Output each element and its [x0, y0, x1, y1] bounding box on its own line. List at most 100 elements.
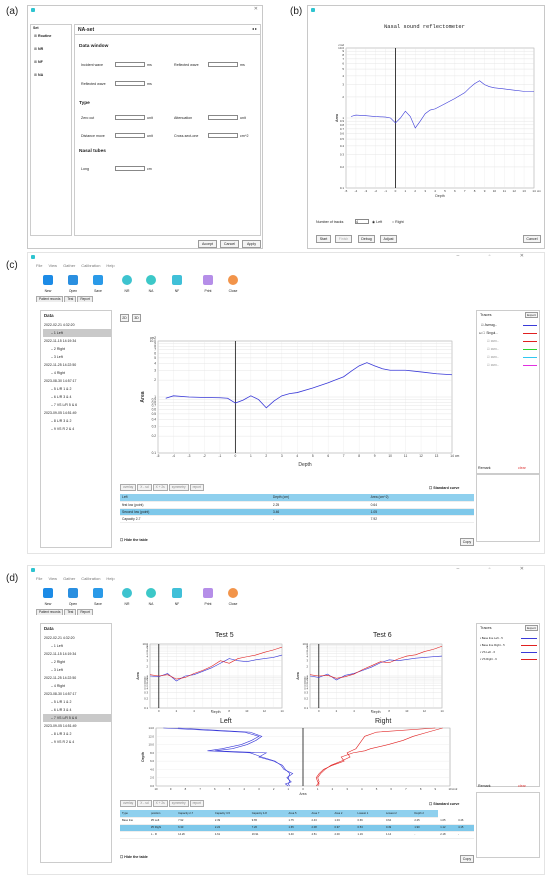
menu-file[interactable]: File — [36, 576, 43, 581]
symmetry-button[interactable]: symmetry — [168, 484, 189, 491]
tree-item[interactable]: – 4 Right — [51, 684, 66, 688]
hide-table-checkbox[interactable]: ☐ Hide the table — [120, 855, 148, 859]
menu-calibration[interactable]: Calibration — [81, 263, 101, 268]
accept-button[interactable]: Accept — [198, 240, 217, 248]
tree-item[interactable]: – 7 VS L/R 5 & 6 — [43, 714, 111, 722]
menu-calibration[interactable]: Calibration — [81, 576, 101, 581]
tree-item[interactable]: – 5 L/R 1 & 2 — [51, 700, 72, 704]
zero-cut-input[interactable] — [115, 115, 145, 120]
save-icon[interactable] — [93, 275, 103, 285]
tree-item[interactable]: 2022-11-25 14:22:50 — [44, 363, 77, 367]
tree-item[interactable]: 2023-09-05 14:51:49 — [44, 724, 77, 728]
tree-item[interactable]: – 9 VS R 2 & 4 — [51, 427, 75, 431]
close-icon[interactable]: ✕ — [253, 6, 258, 12]
copy-button[interactable]: Copy — [460, 538, 474, 546]
open-icon[interactable] — [68, 588, 78, 598]
menu-help[interactable]: Help — [106, 263, 115, 268]
minus-sd-button[interactable]: X - sd — [137, 800, 152, 807]
nf-icon[interactable] — [172, 275, 182, 285]
distance-move-input[interactable] — [115, 133, 145, 138]
reflected-wave-input-2[interactable] — [115, 81, 145, 86]
copy-button[interactable]: Copy — [460, 855, 474, 863]
finish-button[interactable]: Finish — [335, 235, 352, 243]
menu-gather[interactable]: Gather — [63, 263, 76, 268]
sidebar-item-na[interactable]: ⊞ NA — [34, 73, 44, 77]
remark-textarea[interactable] — [476, 474, 540, 542]
report-button[interactable]: report — [189, 800, 204, 807]
menu-view[interactable]: View — [48, 263, 58, 268]
report-button[interactable]: report — [189, 484, 204, 491]
table-row[interactable]: Capacity 2-7-7.92 — [120, 515, 474, 523]
print-icon[interactable] — [203, 275, 213, 285]
tree-item[interactable]: 2023-09-05 14:51:49 — [44, 411, 77, 415]
na-icon[interactable] — [146, 275, 156, 285]
tree-item[interactable]: 2022-02-21 4:32:20 — [44, 323, 75, 327]
tree-item[interactable]: – 7 VS L/R 5 & 6 — [51, 403, 78, 407]
print-icon[interactable] — [203, 588, 213, 598]
adjust-button[interactable]: Adjust — [380, 235, 397, 243]
window-controls[interactable]: – ▫ ✕ — [456, 253, 538, 259]
tree-item[interactable]: 2022-11-15 14:19:34 — [44, 339, 77, 343]
table-row[interactable]: #5 Right 6.33 2.22 7.26 1.65 2.08 0.97 0.53 0.49… — [120, 824, 474, 832]
close-app-icon[interactable] — [228, 275, 238, 285]
remark-textarea[interactable] — [476, 792, 540, 858]
tab-test[interactable]: Test — [64, 296, 77, 302]
menu-help[interactable]: Help — [106, 576, 115, 581]
tab-patient-records[interactable]: Patient records — [36, 296, 64, 302]
table-row[interactable]: Second low (point) 3.46 1.05 — [120, 508, 474, 516]
export-button[interactable]: Export — [525, 625, 538, 631]
symmetry-button[interactable]: symmetry — [168, 800, 189, 807]
plus-2s-button[interactable]: X + 2s — [152, 800, 168, 807]
tree-item[interactable]: – 2 Right — [51, 660, 66, 664]
sidebar-item-nr[interactable]: ⊞ NR — [34, 47, 44, 51]
tree-item[interactable]: – 1 Left — [43, 329, 111, 337]
plus-2s-button[interactable]: X + 2s — [152, 484, 168, 491]
menu-file[interactable]: File — [36, 263, 43, 268]
long-input[interactable] — [115, 166, 145, 171]
tree-item[interactable]: 2022-11-25 14:22:50 — [44, 676, 77, 680]
tree-item[interactable]: – 4 Right — [51, 371, 66, 375]
trace-item[interactable]: ☑ Averag... — [481, 323, 498, 327]
incident-wave-input[interactable] — [115, 62, 145, 67]
standard-curve-checkbox[interactable]: ☐ Standard curve — [429, 486, 460, 490]
export-button[interactable]: Export — [525, 312, 538, 318]
tab-patient-records[interactable]: Patient records — [36, 609, 64, 615]
sidebar-item-routine[interactable]: ⊞ Routine — [34, 34, 52, 38]
tab-report[interactable]: Report — [77, 296, 93, 302]
trace-item[interactable]: ▪ VS Right - 6 — [480, 657, 497, 661]
number-of-tracks-input[interactable]: 4 — [355, 219, 369, 224]
tree-item[interactable]: 2022-02-21 4:32:20 — [44, 636, 75, 640]
trace-item[interactable]: ☑ curv... — [487, 363, 500, 367]
tree-item[interactable]: 2023-08-30 14:57:17 — [44, 692, 77, 696]
tree-item[interactable]: – 8 L/R 3 & 2 — [51, 732, 72, 736]
standard-curve-checkbox[interactable]: ☐ Standard curve — [429, 802, 460, 806]
menu-gather[interactable]: Gather — [63, 576, 76, 581]
new-icon[interactable] — [43, 588, 53, 598]
cancel-button[interactable]: Cancel — [523, 235, 541, 243]
table-row[interactable]: Base line #5 Left 7.92 2.39 9.65 1.75 2.43 1.03… — [120, 817, 474, 825]
cancel-button[interactable]: Cancel — [220, 240, 239, 248]
nr-icon[interactable] — [122, 275, 132, 285]
close-app-icon[interactable] — [228, 588, 238, 598]
new-icon[interactable] — [43, 275, 53, 285]
reflected-wave-input[interactable] — [208, 62, 238, 67]
clear-link[interactable]: clear — [518, 466, 526, 470]
tree-item[interactable]: 2023-08-30 14:57:17 — [44, 379, 77, 383]
table-row[interactable]: first low (point) 2.25 0.64 — [120, 501, 474, 509]
tree-item[interactable]: 2022-11-15 14:19:34 — [44, 652, 77, 656]
cross-sect-input[interactable] — [208, 133, 238, 138]
menu-view[interactable]: View — [48, 576, 58, 581]
clear-link[interactable]: clear — [518, 784, 526, 788]
na-icon[interactable] — [146, 588, 156, 598]
tree-item[interactable]: – 3 Left — [51, 668, 63, 672]
debug-button[interactable]: Debug — [358, 235, 375, 243]
tree-item[interactable]: – 5 L/R 1 & 2 — [51, 387, 72, 391]
tree-item[interactable]: – 1 Left — [51, 644, 63, 648]
apply-button[interactable]: Apply — [242, 240, 261, 248]
view-2d-button[interactable]: 2D — [120, 314, 129, 322]
nr-icon[interactable] — [122, 588, 132, 598]
right-radio[interactable]: ○ Right — [392, 220, 404, 224]
open-icon[interactable] — [68, 275, 78, 285]
window-controls[interactable]: – ▫ ✕ — [456, 566, 538, 572]
tree-item[interactable]: – 2 Right — [51, 347, 66, 351]
